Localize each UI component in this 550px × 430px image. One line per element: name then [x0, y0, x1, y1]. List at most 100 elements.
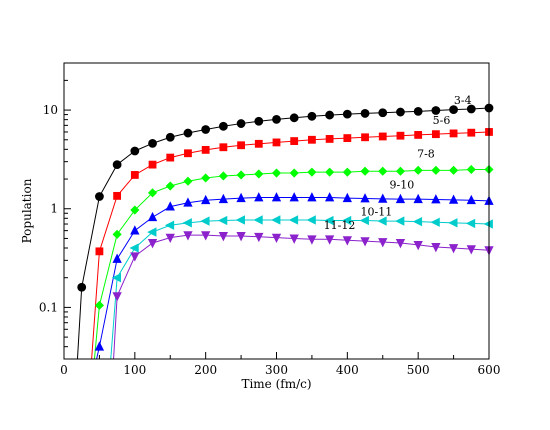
data-point [236, 232, 246, 242]
data-point [449, 165, 459, 175]
data-point [307, 235, 317, 245]
data-point [324, 235, 335, 245]
x-tick-label: 200 [194, 363, 217, 377]
data-point [361, 133, 369, 142]
data-point [288, 215, 299, 225]
data-point [414, 131, 423, 139]
data-point [219, 143, 228, 152]
data-point [431, 165, 441, 175]
data-point [272, 138, 281, 147]
data-point [95, 247, 104, 256]
data-point [324, 215, 334, 226]
y-tick-label: 1 [50, 202, 58, 216]
series-label: 9-10 [390, 179, 415, 192]
data-point [111, 273, 122, 283]
data-point [182, 218, 192, 228]
data-point [112, 292, 122, 302]
data-point [201, 194, 211, 205]
data-point [218, 171, 228, 181]
series-line [110, 219, 489, 359]
data-point [94, 300, 104, 310]
data-point [360, 109, 370, 118]
data-point [289, 113, 299, 123]
data-point [307, 111, 317, 121]
data-point [308, 135, 316, 144]
x-tick-label: 400 [336, 363, 359, 377]
x-tick-label: 0 [60, 363, 68, 377]
data-point [147, 239, 158, 249]
data-point [431, 194, 441, 204]
data-point [95, 192, 104, 201]
data-point [165, 132, 175, 142]
data-point [130, 205, 140, 215]
data-point [200, 216, 210, 226]
series-label: 10-11 [361, 206, 393, 219]
axis-layer: 0 100 200 300 400 500 600 0.1 1 10 [39, 62, 501, 377]
data-point [378, 193, 388, 203]
data-point [448, 194, 459, 204]
data-point [289, 168, 299, 178]
data-point [430, 217, 440, 227]
data-point [236, 192, 246, 203]
data-point [324, 192, 335, 202]
data-point [201, 145, 210, 154]
data-point [130, 171, 139, 179]
data-point [201, 231, 211, 241]
data-point [396, 131, 405, 140]
data-point [342, 167, 352, 177]
data-point [148, 160, 157, 169]
data-point [218, 121, 228, 131]
data-point [271, 233, 282, 243]
data-point [166, 153, 175, 162]
data-point [130, 146, 140, 156]
data-point [378, 108, 388, 118]
data-point [377, 216, 387, 226]
data-point [431, 243, 441, 253]
data-point [112, 229, 122, 239]
data-point [236, 119, 246, 128]
data-point [466, 164, 476, 175]
data-point [343, 134, 352, 142]
data-point [147, 227, 157, 237]
data-point [360, 166, 370, 176]
data-point [201, 173, 211, 183]
data-point [94, 341, 105, 351]
data-point [342, 109, 352, 119]
data-point [359, 215, 369, 226]
data-point [412, 216, 423, 227]
x-tick-label: 600 [478, 363, 501, 377]
data-point [237, 141, 245, 150]
series-3-4 [76, 103, 494, 359]
data-point [165, 233, 175, 243]
data-point [217, 215, 228, 226]
series-label: 7-8 [417, 148, 435, 161]
y-tick-label: 0.1 [39, 300, 58, 314]
data-point [271, 168, 282, 178]
data-point [467, 128, 476, 137]
data-point [378, 132, 387, 141]
series-line [76, 107, 489, 359]
data-point [236, 170, 246, 180]
data-point [449, 129, 458, 138]
data-point [271, 192, 282, 202]
data-point [184, 149, 192, 158]
data-point [254, 116, 264, 126]
data-point [431, 130, 440, 139]
data-point [342, 192, 352, 203]
data-point [325, 167, 335, 177]
data-point [129, 243, 139, 253]
data-point [183, 176, 193, 186]
data-point [130, 225, 140, 235]
data-point [360, 237, 370, 247]
data-point [130, 252, 140, 262]
data-point [254, 169, 264, 179]
data-point [113, 191, 122, 200]
data-point [218, 193, 229, 204]
series-label: 11-12 [324, 219, 356, 232]
data-point [289, 234, 299, 244]
data-point [112, 253, 122, 263]
data-point [289, 192, 299, 202]
y-tick-label: 10 [43, 103, 58, 117]
data-point [290, 137, 299, 145]
data-point [395, 193, 406, 204]
